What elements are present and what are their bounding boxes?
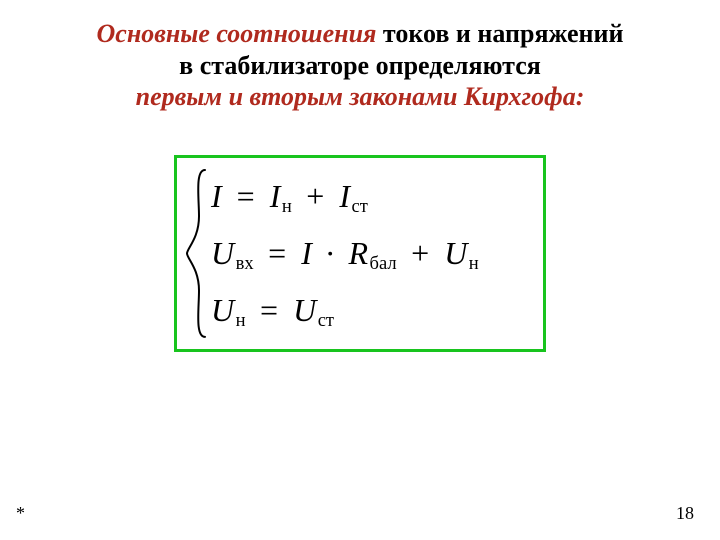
heading-phrase-2: токов и напряжений (376, 19, 623, 48)
sym-U-st: Uст (293, 292, 334, 328)
op-eq: = (231, 178, 262, 214)
sym-I: I (301, 235, 312, 271)
footer-left-marker: * (16, 503, 25, 524)
heading-colon: : (576, 82, 585, 111)
op-eq: = (254, 292, 285, 328)
op-eq: = (262, 235, 293, 271)
sym-U-vx: Uвх (211, 235, 254, 271)
slide: Основные соотношения токов и напряжений … (0, 0, 720, 540)
op-plus: + (300, 178, 331, 214)
equations-box: I = Iн + Iст Uвх = I · Rбал + Uн Uн = Uс… (174, 155, 546, 352)
sym-R-bal: Rбал (349, 235, 397, 271)
heading-phrase-1: Основные соотношения (97, 19, 377, 48)
equation-row-3: Uн = Uст (211, 282, 479, 339)
slide-heading: Основные соотношения токов и напряжений … (40, 18, 680, 113)
page-number: 18 (676, 503, 694, 524)
sym-I-st: Iст (339, 178, 368, 214)
op-dot: · (321, 235, 340, 271)
equation-row-1: I = Iн + Iст (211, 168, 479, 225)
sym-I: I (211, 178, 222, 214)
sym-U-n: Uн (444, 235, 479, 271)
heading-phrase-3: в стабилизаторе определяются (179, 51, 541, 80)
curly-brace-icon (185, 168, 211, 339)
heading-phrase-4: первым и вторым законами Кирхгофа (136, 82, 576, 111)
op-plus: + (405, 235, 436, 271)
sym-I-n: Iн (270, 178, 292, 214)
equation-row-2: Uвх = I · Rбал + Uн (211, 225, 479, 282)
equation-system: I = Iн + Iст Uвх = I · Rбал + Uн Uн = Uс… (211, 168, 479, 339)
sym-U-n: Uн (211, 292, 246, 328)
